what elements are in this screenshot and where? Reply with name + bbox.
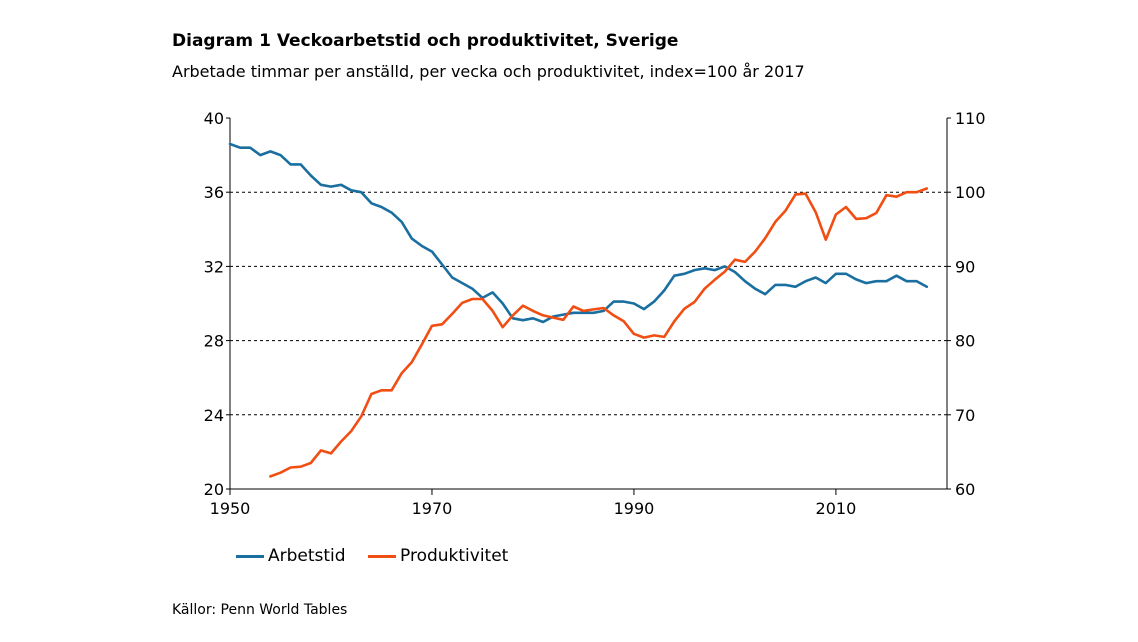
legend-item-arbetstid: Arbetstid [236,546,346,566]
y-right-tick-label: 80 [955,332,975,351]
legend-label-arbetstid: Arbetstid [268,546,346,566]
legend-label-produktivitet: Produktivitet [400,546,509,566]
x-tick-label: 2010 [816,499,857,518]
x-tick-label: 1950 [210,499,251,518]
chart-subtitle: Arbetade timmar per anställd, per vecka … [172,62,805,81]
x-tick-label: 1990 [614,499,655,518]
y-left-tick-label: 32 [204,257,224,276]
y-left-tick-label: 40 [204,109,224,128]
axes [226,117,951,495]
chart-title: Diagram 1 Veckoarbetstid och produktivit… [172,31,679,51]
y-right-tick-label: 60 [955,480,975,499]
series-line-produktivitet [269,187,929,478]
series-line-arbetstid [228,142,929,324]
legend-swatch-arbetstid [236,554,264,558]
y-right-tick-label: 100 [955,183,986,202]
y-left-tick-label: 20 [204,480,224,499]
y-right-tick-label: 90 [955,257,975,276]
y-left-tick-label: 36 [204,183,224,202]
y-right-tick-label: 110 [955,109,986,128]
x-tick-label: 1970 [412,499,453,518]
y-left-tick-label: 24 [204,406,224,425]
chart-source: Källor: Penn World Tables [172,602,348,618]
series-lines [228,142,929,478]
y-right-tick-label: 70 [955,406,975,425]
legend-item-produktivitet: Produktivitet [368,546,508,566]
y-left-tick-label: 28 [204,332,224,351]
grid-lines [230,191,947,416]
tick-labels: 20 24 28 32 36 40 60 70 80 90 100 110 1950 1970 1990 20… [204,109,986,518]
legend-swatch-produktivitet [368,554,396,558]
